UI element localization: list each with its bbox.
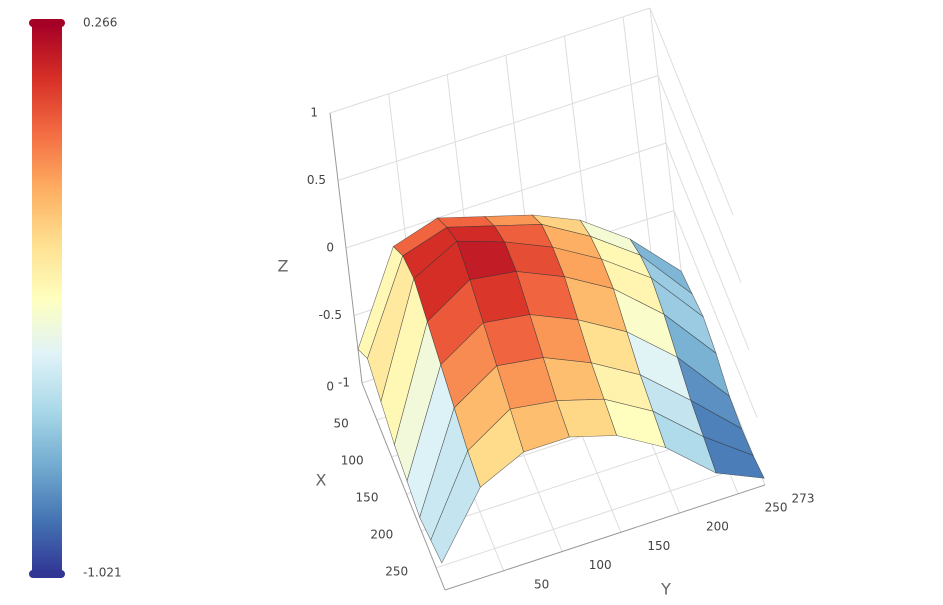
grid-line [649, 7, 734, 216]
x-tick-label: 0 [326, 380, 334, 394]
x-axis-title: X [316, 471, 327, 490]
z-axis-title: Z [278, 257, 289, 276]
x-tick-label: 150 [356, 490, 379, 504]
x-tick-label: 50 [334, 416, 349, 430]
grid-line [657, 75, 742, 283]
z-tick-label: -1 [338, 376, 350, 390]
y-tick-label: 100 [589, 558, 612, 572]
surface-patch [484, 214, 543, 227]
y-tick-label: 273 [792, 492, 815, 506]
y-tick-label: 250 [765, 500, 788, 514]
y-axis-title: Y [660, 580, 671, 599]
surface-patch [430, 450, 481, 564]
grid-line [673, 210, 758, 418]
colorbar-max: 0.266 [83, 16, 117, 30]
colorbar-min: -1.021 [83, 566, 122, 580]
x-tick-label: 250 [385, 564, 408, 578]
z-tick-label: 1 [310, 106, 318, 120]
colorbar-cap [29, 19, 65, 27]
grid-line [337, 75, 659, 181]
surface-patch [436, 216, 495, 228]
grid-line [345, 142, 667, 249]
axis-line [361, 382, 446, 591]
x-tick-label: 100 [341, 453, 364, 467]
y-tick-label: 50 [534, 577, 549, 591]
axis-line [444, 484, 766, 591]
z-tick-label: -0.5 [319, 308, 342, 322]
grid-line [665, 142, 750, 351]
y-tick-label: 200 [706, 520, 729, 534]
colorbar-cap [29, 570, 65, 578]
grid-line [329, 7, 651, 114]
grid-line [435, 462, 757, 569]
y-tick-label: 150 [647, 539, 670, 553]
z-tick-label: 0 [326, 241, 334, 255]
x-tick-label: 200 [370, 527, 393, 541]
z-tick-label: 0.5 [307, 173, 326, 187]
colorbar [32, 24, 62, 574]
axis-line [329, 112, 363, 384]
